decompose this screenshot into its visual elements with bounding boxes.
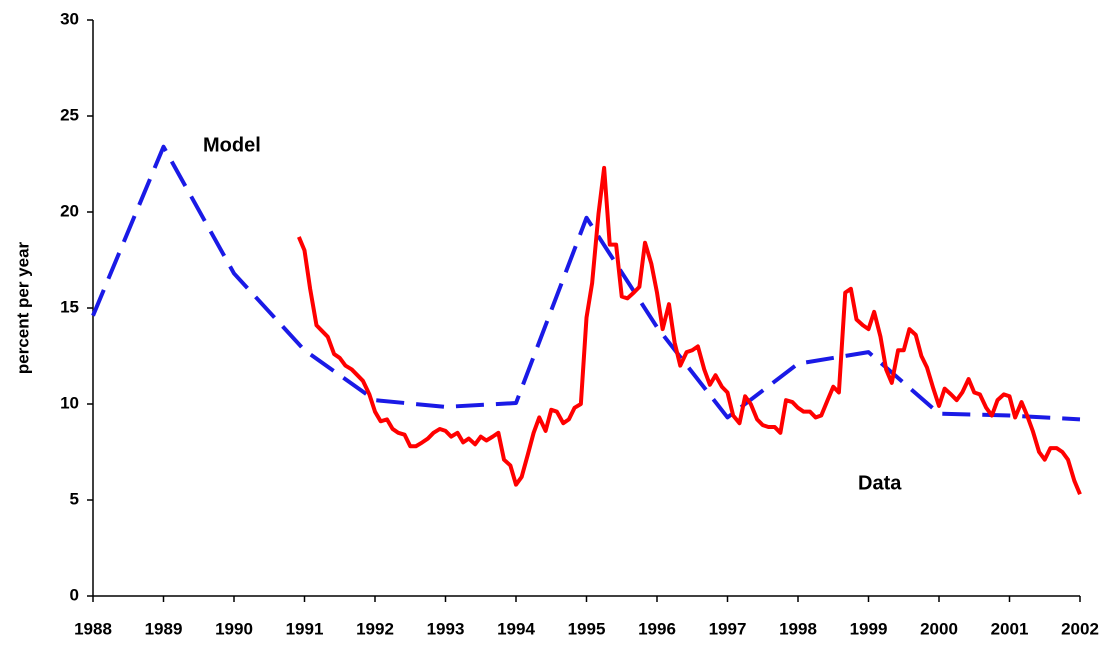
- y-tick-label: 5: [70, 489, 79, 508]
- x-tick-label: 1995: [568, 619, 606, 638]
- x-tick-label: 2001: [991, 619, 1029, 638]
- x-tick-label: 2002: [1061, 619, 1099, 638]
- y-axis-label: percent per year: [13, 241, 32, 374]
- y-tick-label: 10: [60, 393, 79, 412]
- x-tick-label: 1994: [497, 619, 535, 638]
- x-tick-label: 1999: [850, 619, 888, 638]
- series-line: [91, 144, 1081, 422]
- x-tick-label: 1991: [286, 619, 324, 638]
- x-tick-label: 1997: [709, 619, 747, 638]
- x-tick-label: 1990: [215, 619, 253, 638]
- y-tick-label: 25: [60, 105, 79, 124]
- x-tick-label: 1989: [145, 619, 183, 638]
- annotation: Data: [858, 472, 902, 494]
- x-tick-label: 1992: [356, 619, 394, 638]
- y-tick-label: 20: [60, 201, 79, 220]
- y-tick-label: 0: [70, 585, 79, 604]
- x-tick-label: 1996: [638, 619, 676, 638]
- x-tick-label: 1993: [427, 619, 465, 638]
- annotation: Model: [203, 134, 261, 156]
- x-tick-label: 2000: [920, 619, 958, 638]
- y-tick-label: 30: [60, 9, 79, 28]
- x-tick-label: 1988: [74, 619, 112, 638]
- x-tick-label: 1998: [779, 619, 817, 638]
- series-line: [297, 165, 1082, 496]
- y-tick-label: 15: [60, 297, 79, 316]
